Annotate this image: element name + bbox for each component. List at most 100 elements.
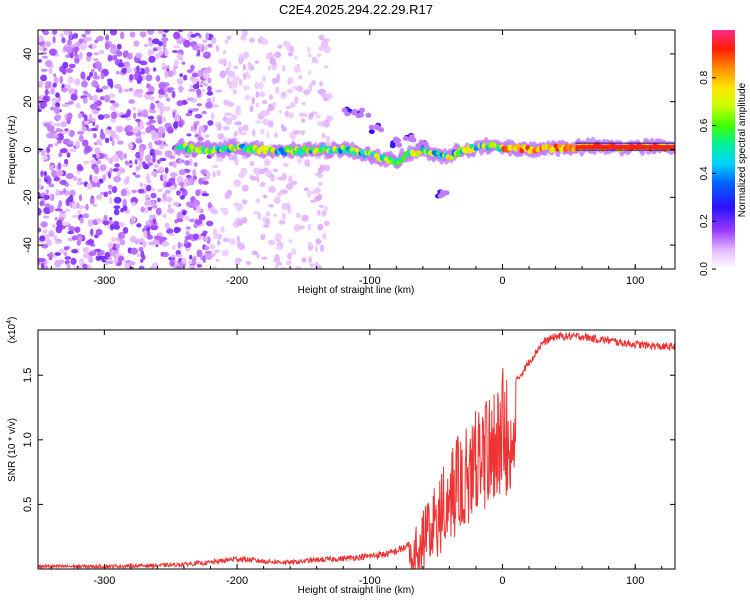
heatmap-cell bbox=[122, 198, 127, 207]
heatmap-cell bbox=[63, 221, 69, 226]
heatmap-cell bbox=[311, 56, 318, 64]
heatmap-cell bbox=[131, 189, 137, 194]
heatmap-cell bbox=[169, 185, 176, 190]
heatmap-cell bbox=[422, 141, 429, 147]
heatmap-cell bbox=[158, 94, 163, 99]
heatmap-cell bbox=[55, 92, 60, 98]
heatmap-cell bbox=[204, 250, 213, 254]
heatmap-cell bbox=[324, 65, 329, 69]
heatmap-cell bbox=[135, 89, 144, 94]
heatmap-cell bbox=[162, 39, 167, 48]
heatmap-cell bbox=[365, 112, 372, 118]
heatmap-cell bbox=[227, 70, 235, 78]
heatmap-cell bbox=[273, 213, 278, 217]
heatmap-cell bbox=[298, 75, 303, 80]
heatmap-cell bbox=[44, 177, 49, 183]
heatmap-cell bbox=[166, 87, 173, 93]
heatmap-cell bbox=[402, 136, 409, 141]
heatmap-cell bbox=[143, 183, 147, 188]
heatmap-cell bbox=[269, 174, 275, 179]
heatmap-cell bbox=[245, 261, 252, 265]
heatmap-cell bbox=[194, 113, 203, 119]
heatmap-cell bbox=[116, 70, 120, 75]
heatmap-cell bbox=[277, 44, 283, 49]
heatmap-cell bbox=[350, 110, 357, 116]
heatmap-cell bbox=[318, 45, 325, 52]
heatmap-cell bbox=[238, 126, 243, 134]
heatmap-cell bbox=[82, 97, 88, 104]
heatmap-cell bbox=[99, 132, 106, 140]
heatmap-cell bbox=[164, 70, 169, 79]
heatmap-cell bbox=[74, 42, 81, 46]
heatmap-cell bbox=[128, 260, 136, 266]
heatmap-cell bbox=[99, 96, 106, 101]
x-tick-label: -100 bbox=[359, 575, 381, 587]
heatmap-cell bbox=[103, 214, 108, 221]
heatmap-cell bbox=[91, 117, 97, 123]
heatmap-cell bbox=[238, 245, 246, 250]
heatmap-cell bbox=[175, 254, 183, 258]
heatmap-cell bbox=[49, 48, 57, 56]
heatmap-cell bbox=[259, 35, 264, 41]
heatmap-cell bbox=[295, 266, 302, 269]
heatmap-cell bbox=[295, 85, 303, 92]
heatmap-cell bbox=[256, 176, 260, 183]
colorbar-tick-label: 0.2 bbox=[699, 214, 710, 228]
heatmap-cell bbox=[192, 199, 200, 208]
heatmap-cell bbox=[108, 256, 112, 261]
heatmap-cell bbox=[165, 196, 173, 203]
heatmap-cell bbox=[60, 87, 68, 93]
heatmap-cell bbox=[109, 217, 113, 221]
heatmap-cell bbox=[206, 66, 212, 74]
heatmap-cell bbox=[319, 244, 325, 252]
heatmap-cell bbox=[249, 37, 256, 43]
heatmap-cell bbox=[274, 132, 278, 139]
heatmap-cell bbox=[116, 43, 122, 50]
heatmap-cell bbox=[262, 118, 269, 126]
heatmap-cell bbox=[178, 158, 182, 164]
heatmap-cell bbox=[354, 148, 359, 152]
heatmap-cell bbox=[157, 188, 163, 193]
heatmap-cell bbox=[191, 72, 199, 78]
heatmap-cell bbox=[163, 30, 169, 33]
heatmap-cell bbox=[138, 265, 145, 269]
heatmap-cell bbox=[143, 44, 149, 47]
heatmap-cell bbox=[125, 131, 134, 136]
heatmap-cell bbox=[198, 34, 202, 39]
heatmap-cell bbox=[157, 118, 163, 125]
snr-y-axis-label: SNR (10 * v/v) bbox=[7, 418, 18, 482]
heatmap-cell bbox=[40, 221, 48, 228]
heatmap-cell bbox=[190, 64, 195, 71]
y-tick-label: 40 bbox=[22, 48, 34, 60]
heatmap-carrier-peak bbox=[575, 145, 675, 150]
heatmap-cell bbox=[210, 208, 219, 215]
heatmap-cell bbox=[145, 91, 154, 95]
heatmap-cell bbox=[295, 212, 301, 218]
heatmap-cell bbox=[51, 224, 56, 228]
heatmap-cell bbox=[232, 89, 237, 95]
heatmap-cell bbox=[107, 260, 114, 265]
heatmap-cell bbox=[204, 134, 210, 138]
heatmap-cell bbox=[53, 122, 62, 127]
heatmap-cell bbox=[154, 164, 159, 169]
heatmap-cell bbox=[86, 128, 92, 132]
heatmap-cell bbox=[98, 49, 105, 55]
heatmap-cell bbox=[158, 166, 165, 172]
heatmap-cell bbox=[262, 224, 270, 228]
heatmap-cell bbox=[38, 59, 42, 63]
heatmap-cell bbox=[123, 88, 130, 93]
heatmap-cell bbox=[188, 110, 193, 114]
heatmap-cell bbox=[69, 31, 73, 40]
heatmap-cell bbox=[172, 160, 177, 169]
heatmap-cell bbox=[173, 65, 179, 69]
heatmap-cell bbox=[181, 210, 187, 216]
heatmap-cell bbox=[67, 140, 74, 145]
heatmap-cell bbox=[89, 95, 93, 101]
heatmap-cell bbox=[222, 116, 228, 122]
heatmap-cell bbox=[93, 249, 102, 253]
heatmap-cell bbox=[108, 190, 112, 195]
heatmap-cell bbox=[64, 113, 68, 121]
heatmap-cell bbox=[137, 188, 145, 194]
heatmap-cell bbox=[46, 175, 51, 180]
heatmap-cell bbox=[148, 119, 156, 124]
